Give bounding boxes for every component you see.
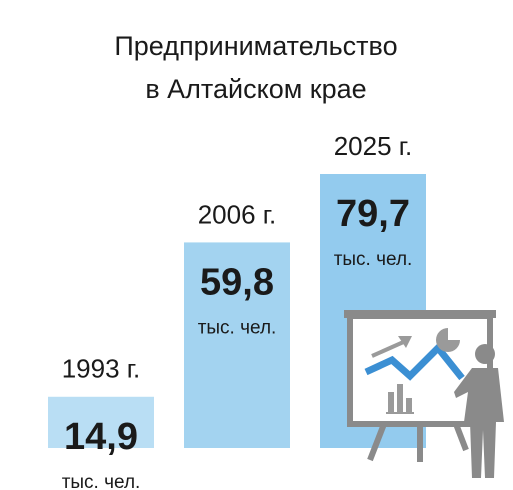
arrow-head [398,336,412,348]
bar [48,396,154,448]
unit-label: тыс. чел. [198,317,277,338]
unit-label: тыс. чел. [334,249,413,270]
unit-label: тыс. чел. [62,472,141,490]
value-label: 59,8 [200,261,274,303]
presenter-icon [344,310,504,478]
trend-line [364,342,465,381]
value-label: 14,9 [64,416,138,458]
easel-leg [453,422,469,452]
chart-title: в Алтайском крае [145,74,366,104]
mini-bar [388,392,394,412]
person-body [454,368,504,478]
chart-title: Предпринимательство [114,31,397,61]
pie-icon [436,328,460,352]
category-label: 2006 г. [198,199,277,229]
mini-bar [397,384,403,412]
category-label: 1993 г. [62,354,141,384]
person-head [475,344,495,364]
easel-leg [367,422,387,462]
bar [184,242,290,448]
category-label: 2025 г. [334,131,413,161]
value-label: 79,7 [336,193,410,235]
mini-bar [406,398,412,412]
arrow [371,338,409,358]
board-top [344,310,496,318]
